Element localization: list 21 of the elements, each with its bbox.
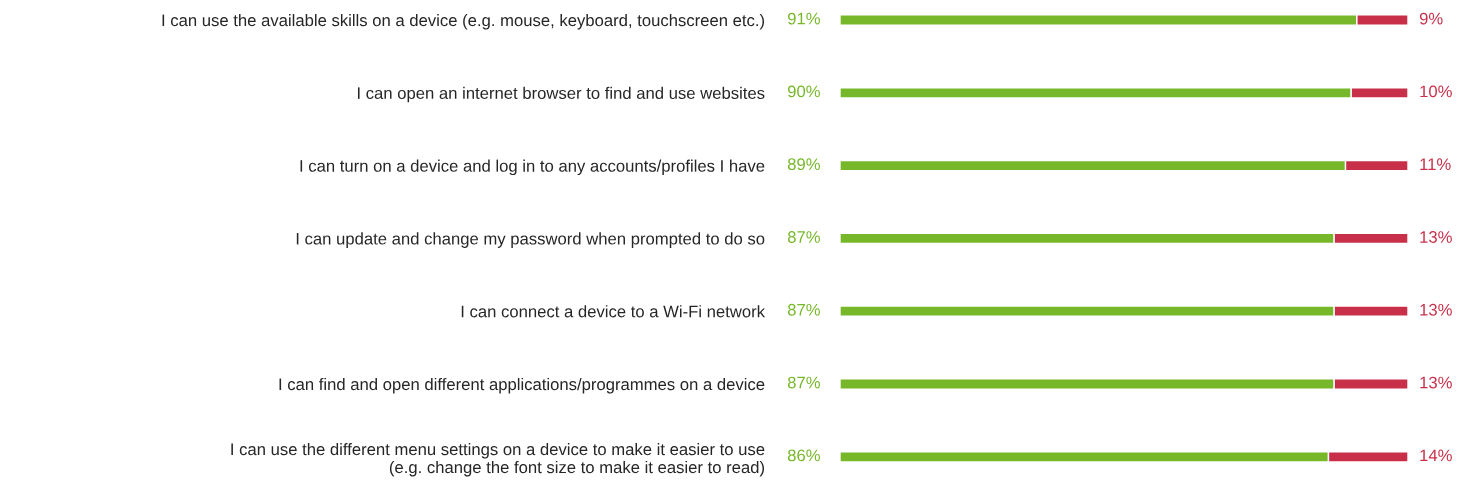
data-label: 86% [787,449,820,462]
y-tick-label: I can use the different menu settings on a device to make it easier to use (e.g. change the font size to make it easier to read) [231,442,765,477]
y-tick-label: I can open an internet browser to find and use websites [357,86,765,103]
data-label: 13% [1420,376,1452,389]
data-label: 87% [787,231,820,243]
y-tick-label: I can update and change my password when prompted to do so [296,232,765,248]
y-tick-label: I can connect a device to a Wi-Fi network [461,305,766,318]
y-tick-label: I can use the available skills on a device (e.g. mouse, keyboard, touchscreen etc.) [162,13,765,30]
y-tick-label: I can find and open different applications/programmes on a device [279,377,765,394]
data-label: 11% [1420,158,1451,171]
data-label: 9% [1419,12,1443,25]
data-label: 91% [787,12,820,25]
data-label: 89% [787,158,820,171]
data-label: 14% [1420,449,1452,462]
data-label: 10% [1420,85,1452,98]
data-label: 87% [787,303,820,316]
data-label: 13% [1420,231,1452,243]
y-tick-label: I can turn on a device and log in to any accounts/profiles I have [300,159,765,176]
data-label: 90% [787,85,820,98]
data-label: 87% [787,376,820,389]
data-label: 13% [1420,303,1452,316]
